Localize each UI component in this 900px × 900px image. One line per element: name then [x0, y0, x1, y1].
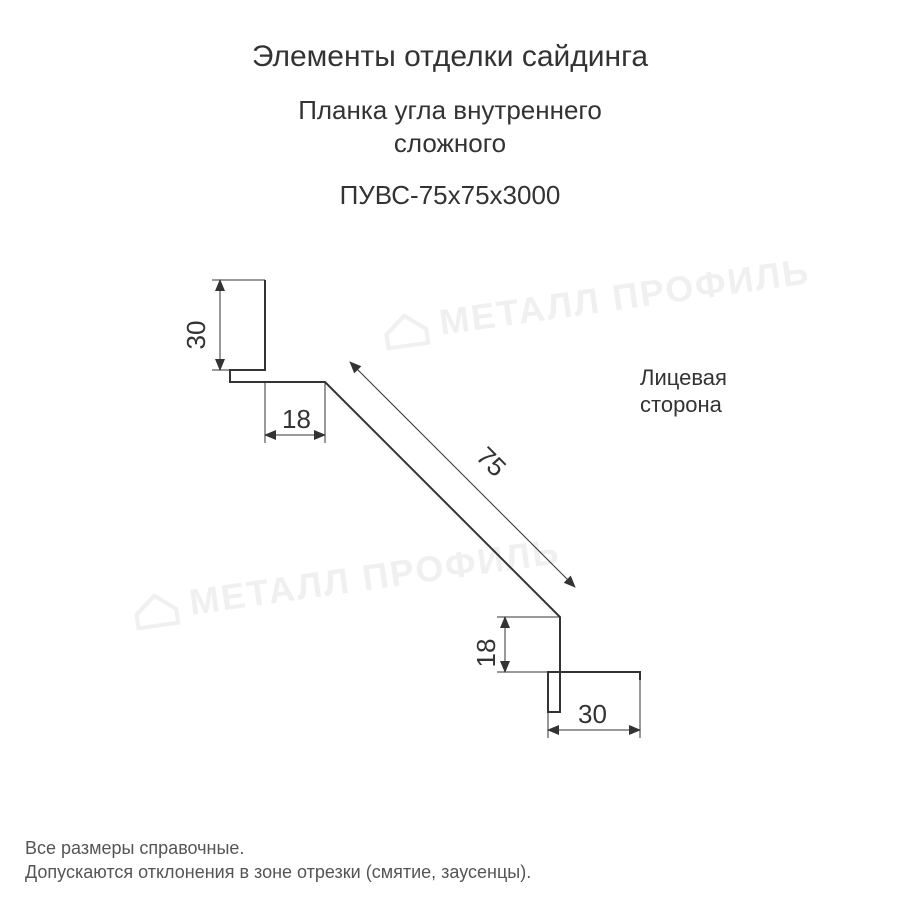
profile-path: [230, 280, 640, 712]
face-label-2: сторона: [640, 392, 723, 417]
extension-lines: [212, 280, 640, 738]
profile-diagram: 30 18 75 18 30 Лицевая сторона: [0, 0, 900, 900]
dimension-arrows: [220, 280, 640, 730]
dim-h-left: 18: [282, 404, 311, 434]
dim-diag: 75: [471, 441, 513, 483]
footer-line1: Все размеры справочные.: [25, 838, 244, 859]
dim-v-left: 30: [181, 321, 211, 350]
dim-v-right: 18: [471, 639, 501, 668]
face-label-1: Лицевая: [640, 365, 727, 390]
dim-h-right: 30: [578, 699, 607, 729]
footer-line2: Допускаются отклонения в зоне отрезки (с…: [25, 862, 531, 883]
